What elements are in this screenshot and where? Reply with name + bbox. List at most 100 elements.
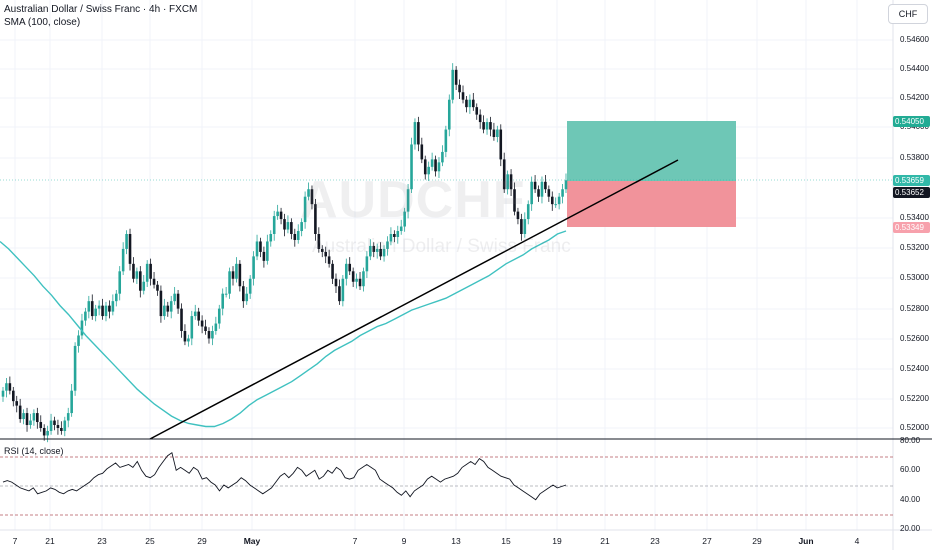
candle-body (478, 114, 482, 123)
candle-body (303, 196, 307, 223)
candle-body (183, 331, 187, 342)
candle-body (176, 293, 180, 309)
candle-body (475, 107, 479, 115)
candle-body (60, 428, 63, 431)
candle-body (375, 248, 379, 252)
candle-body (101, 305, 104, 317)
candle-body (73, 345, 77, 391)
candle-body (56, 425, 60, 428)
candle-body (320, 248, 324, 252)
candle-body (242, 286, 245, 302)
candle-body (235, 263, 238, 279)
chart-title[interactable]: Australian Dollar / Swiss Franc · 4h · F… (4, 4, 198, 15)
candle-body (393, 234, 396, 237)
candle-body (190, 316, 194, 339)
candle-body (94, 308, 97, 317)
candle-body (420, 144, 424, 160)
price-tick: 0.52600 (900, 334, 929, 343)
candle-body (159, 290, 163, 317)
time-tick: 19 (552, 536, 562, 546)
candle-body (386, 241, 389, 249)
rsi-line (2, 451, 567, 501)
sma-legend[interactable]: SMA (100, close) (4, 17, 81, 28)
currency-button[interactable]: CHF (888, 4, 928, 24)
profit-zone[interactable] (567, 121, 736, 181)
candle-body (496, 129, 499, 137)
candle-body (231, 271, 235, 279)
time-tick: 25 (145, 536, 155, 546)
candle-body (193, 311, 197, 317)
candle-body (348, 263, 352, 272)
candle-body (540, 181, 544, 197)
time-tick: 29 (752, 536, 762, 546)
candle-body (557, 196, 561, 205)
candle-body (259, 241, 262, 252)
candle-body (351, 271, 355, 282)
candle-body (489, 122, 492, 130)
candle-body (266, 241, 269, 261)
candle-body (564, 180, 568, 190)
candle-body (296, 231, 300, 240)
candle-body (506, 174, 509, 190)
candle-body (434, 159, 437, 172)
rsi-tick: 40.00 (900, 495, 921, 504)
candle-body (472, 99, 475, 108)
candle-body (262, 251, 266, 261)
price-tick: 0.53400 (900, 213, 929, 222)
candle-body (331, 263, 334, 279)
candle-body (211, 331, 214, 339)
candle-body (169, 301, 173, 312)
loss-zone[interactable] (567, 181, 736, 227)
price-tick: 0.53000 (900, 273, 929, 282)
time-tick: 27 (702, 536, 712, 546)
time-tick: 9 (401, 536, 407, 546)
candle-body (272, 216, 276, 234)
candle-body (252, 256, 255, 279)
trendline[interactable] (149, 159, 679, 440)
candle-body (5, 383, 8, 391)
candle-body (87, 301, 91, 312)
candle-body (63, 420, 67, 431)
candle-body (327, 256, 331, 264)
candle-body (396, 231, 400, 237)
candle-body (372, 245, 376, 252)
rsi-tick: 60.00 (900, 465, 921, 474)
candle-body (207, 331, 211, 339)
candle-body (36, 413, 39, 423)
candle-body (465, 99, 468, 108)
candle-body (526, 204, 530, 220)
time-tick: 4 (854, 536, 860, 546)
candle-body (114, 293, 118, 302)
candle-body (29, 420, 32, 426)
candle-body (166, 305, 170, 312)
candle-body (430, 159, 434, 167)
stop-price-tag: 0.53349 (893, 222, 930, 233)
candle-body (379, 248, 382, 257)
rsi-tick: 20.00 (900, 524, 921, 533)
candle-body (461, 92, 465, 100)
candle-body (276, 211, 279, 217)
candle-body (355, 278, 358, 282)
candle-body (217, 308, 221, 324)
candle-body (104, 305, 108, 317)
candle-body (84, 311, 87, 321)
candle-body (369, 245, 372, 257)
candle-body (66, 413, 70, 421)
time-tick: May (243, 536, 261, 546)
time-tick: 29 (197, 536, 207, 546)
candle-body (197, 311, 200, 321)
price-tick: 0.52200 (900, 394, 929, 403)
price-tick: 0.54400 (900, 64, 929, 73)
candle-body (447, 99, 451, 130)
rsi-legend[interactable]: RSI (14, close) (4, 446, 64, 456)
candle-body (1, 390, 5, 397)
candle-body (300, 222, 303, 232)
candle-body (32, 413, 36, 421)
candle-body (293, 234, 297, 240)
candle-body (317, 234, 321, 249)
candle-body (156, 284, 159, 291)
candle-body (49, 420, 53, 431)
time-tick: 7 (12, 536, 18, 546)
candle-body (441, 151, 444, 163)
